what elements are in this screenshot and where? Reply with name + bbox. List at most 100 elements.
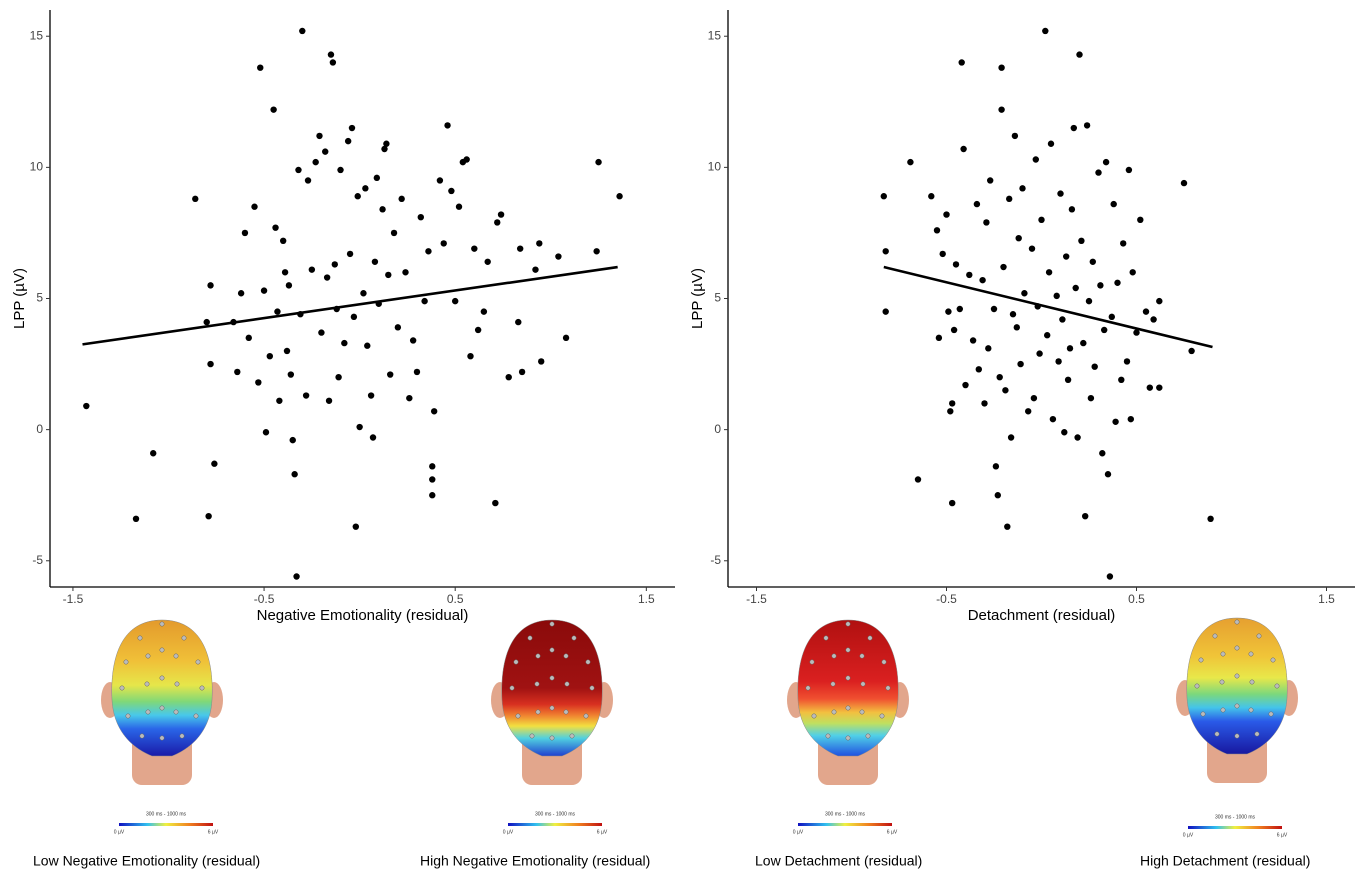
data-point bbox=[1102, 158, 1110, 166]
electrode bbox=[865, 733, 871, 739]
data-point bbox=[270, 106, 277, 113]
electrode bbox=[571, 635, 577, 641]
data-point bbox=[1099, 450, 1106, 457]
electrode bbox=[859, 709, 865, 715]
colorbar-max: 6 µV bbox=[208, 829, 219, 835]
data-point bbox=[1118, 376, 1125, 384]
electrode bbox=[1256, 633, 1262, 639]
data-point bbox=[318, 329, 325, 336]
data-point bbox=[451, 297, 459, 305]
colorbar bbox=[1188, 826, 1282, 829]
data-point bbox=[956, 305, 963, 313]
data-point bbox=[1078, 237, 1085, 244]
topomap bbox=[101, 619, 223, 785]
electrode bbox=[1270, 657, 1276, 663]
data-point bbox=[1002, 387, 1009, 394]
electrode bbox=[159, 675, 165, 681]
data-point bbox=[299, 27, 306, 35]
data-point bbox=[1133, 329, 1140, 336]
y-tick-label: 0 bbox=[714, 422, 721, 436]
data-point bbox=[245, 334, 252, 342]
data-point bbox=[480, 308, 488, 315]
electrode bbox=[549, 647, 555, 653]
data-point bbox=[1036, 350, 1043, 357]
data-point bbox=[973, 200, 981, 208]
electrode bbox=[527, 635, 533, 641]
data-point bbox=[1150, 316, 1157, 323]
electrode bbox=[589, 685, 595, 691]
data-point bbox=[907, 158, 914, 166]
data-point bbox=[992, 463, 1000, 470]
electrode bbox=[885, 685, 891, 691]
electrode bbox=[831, 709, 837, 715]
y-tick-label: 15 bbox=[30, 28, 44, 42]
data-point bbox=[455, 203, 463, 210]
data-point bbox=[555, 253, 562, 260]
data-point bbox=[1030, 394, 1038, 402]
colorbar bbox=[798, 823, 892, 826]
data-point bbox=[1006, 195, 1013, 203]
data-point bbox=[398, 195, 405, 203]
data-point bbox=[960, 145, 967, 153]
colorbar-min: 0 µV bbox=[1183, 832, 1194, 838]
data-point bbox=[1080, 339, 1087, 347]
data-point bbox=[367, 392, 375, 399]
data-point bbox=[337, 166, 344, 174]
colorbar bbox=[119, 823, 213, 826]
x-tick-label: 0.5 bbox=[1128, 592, 1145, 606]
data-point bbox=[436, 177, 444, 184]
data-point bbox=[150, 450, 157, 457]
data-point bbox=[379, 206, 386, 213]
data-point bbox=[409, 337, 417, 344]
data-point bbox=[385, 271, 392, 279]
electrode bbox=[513, 659, 519, 665]
data-point bbox=[1009, 311, 1017, 318]
data-point bbox=[518, 368, 526, 376]
data-point bbox=[207, 282, 214, 289]
scalp bbox=[797, 619, 899, 757]
data-point bbox=[192, 195, 199, 203]
electrode bbox=[195, 659, 201, 665]
data-point bbox=[425, 248, 432, 255]
data-point bbox=[1068, 206, 1076, 213]
electrode bbox=[845, 735, 851, 741]
data-point bbox=[274, 308, 281, 315]
data-point bbox=[1021, 290, 1028, 297]
x-axis-title: Negative Emotionality (residual) bbox=[257, 607, 469, 624]
data-point bbox=[497, 211, 505, 218]
data-point bbox=[302, 392, 310, 399]
data-point bbox=[308, 266, 316, 273]
electrode bbox=[1234, 619, 1240, 625]
data-point bbox=[251, 203, 258, 210]
data-point bbox=[1057, 190, 1064, 197]
data-point bbox=[595, 158, 602, 166]
data-point bbox=[1045, 269, 1053, 276]
data-point bbox=[484, 258, 491, 265]
data-point bbox=[562, 334, 570, 342]
data-point bbox=[417, 213, 424, 221]
data-point bbox=[383, 140, 390, 147]
data-point bbox=[234, 368, 241, 376]
electrode bbox=[534, 681, 540, 687]
electrode bbox=[181, 635, 187, 641]
electrode bbox=[1248, 707, 1254, 713]
electrode bbox=[881, 659, 887, 665]
data-point bbox=[316, 132, 323, 140]
electrode bbox=[1212, 633, 1218, 639]
data-point bbox=[467, 353, 474, 360]
data-point bbox=[463, 156, 470, 163]
data-point bbox=[444, 122, 451, 129]
data-point bbox=[1188, 347, 1195, 355]
data-point bbox=[346, 250, 354, 258]
electrode bbox=[1214, 731, 1220, 737]
electrode bbox=[845, 675, 851, 681]
data-point bbox=[285, 282, 293, 289]
data-point bbox=[1085, 297, 1093, 305]
data-point bbox=[356, 423, 363, 431]
electrode bbox=[859, 653, 865, 659]
electrode bbox=[583, 713, 589, 719]
data-point bbox=[1123, 358, 1131, 365]
electrode bbox=[145, 653, 151, 659]
data-point bbox=[322, 148, 329, 155]
electrode bbox=[123, 659, 129, 665]
